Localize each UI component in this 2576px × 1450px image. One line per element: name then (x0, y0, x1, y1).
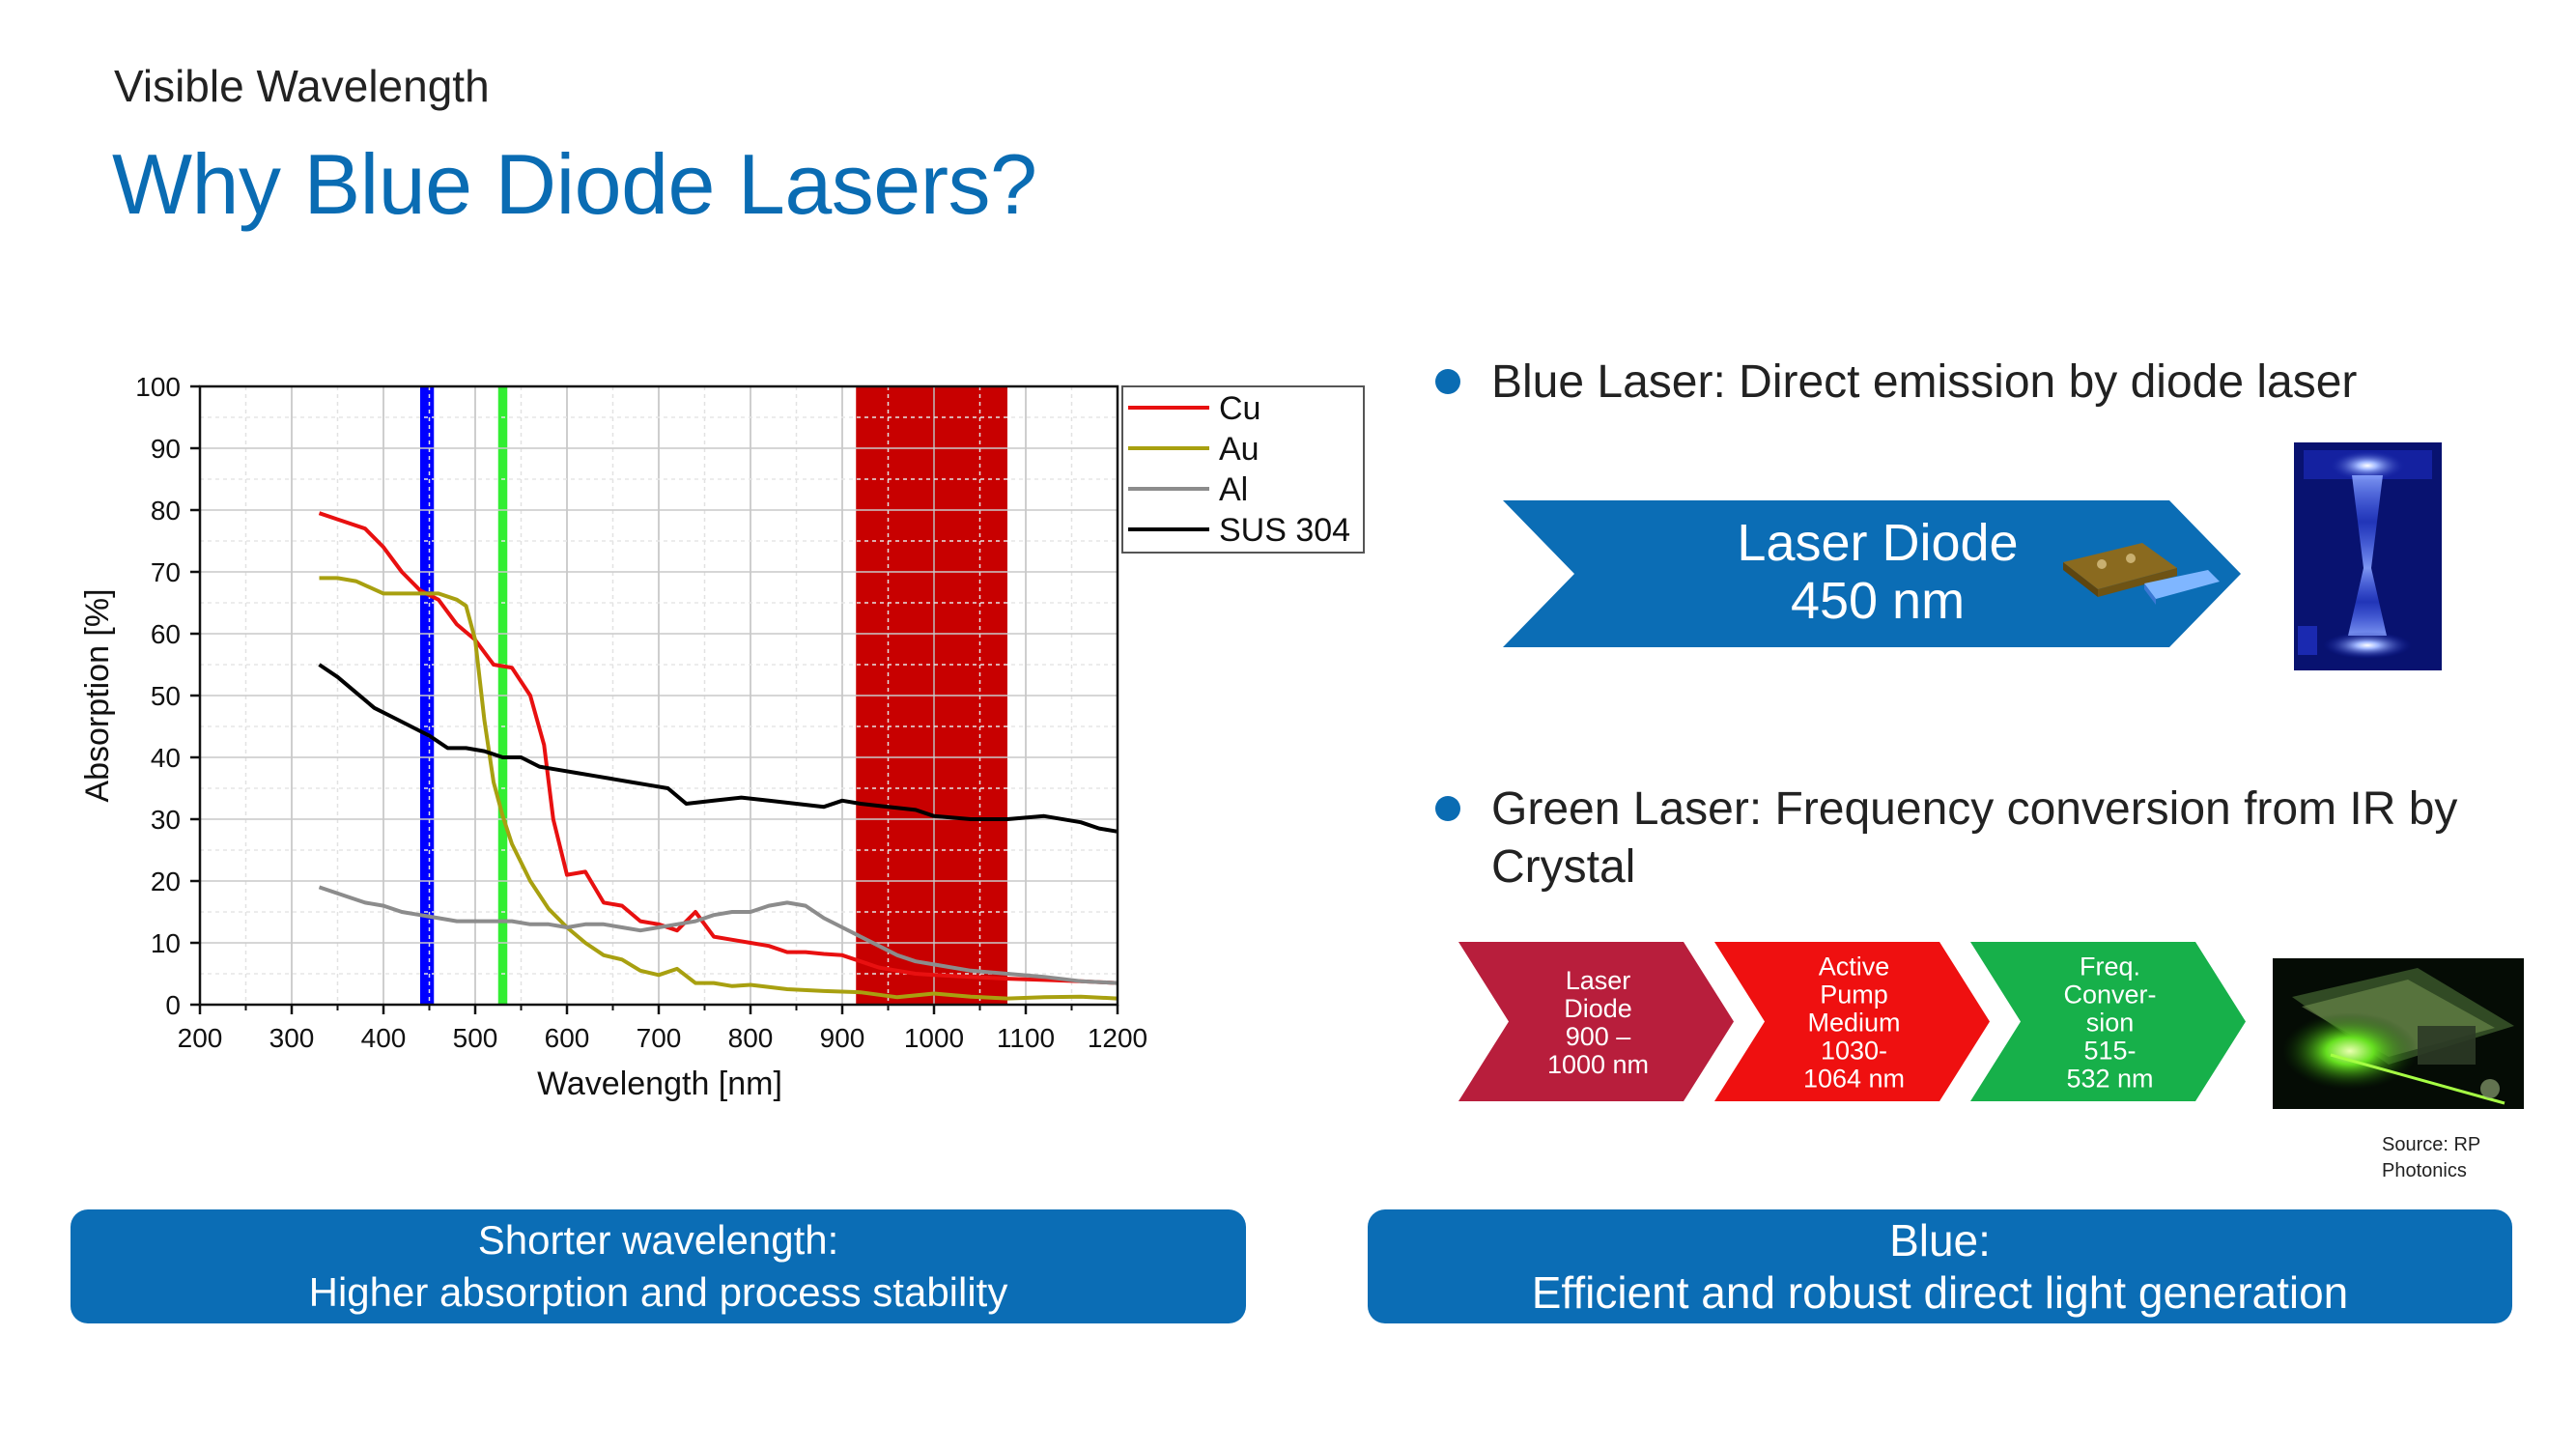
legend-label: Al (1219, 471, 1248, 508)
source-note: Source: RP Photonics (2382, 1132, 2480, 1184)
chain-step-text: sion (2086, 1009, 2135, 1038)
x-tick-label: 800 (728, 1023, 774, 1053)
series-line-au (319, 576, 1118, 1001)
x-tick-label: 400 (361, 1023, 407, 1053)
bullet-dot (1435, 369, 1460, 394)
legend-label: Au (1219, 431, 1260, 468)
series-line-sus-304 (318, 663, 1118, 834)
diode-chip-icon (2063, 543, 2220, 605)
diode-arrow-label: Laser Diode (1737, 514, 2018, 572)
y-tick-label: 90 (151, 434, 181, 464)
laser-diode-arrow: Laser Diode 450 nm (1503, 500, 2241, 647)
banner-line: Higher absorption and process stability (308, 1269, 1008, 1315)
y-tick-label: 10 (151, 928, 181, 958)
diode-arrow-wavelength: 450 nm (1791, 572, 1965, 630)
series-line-al (318, 885, 1118, 985)
x-tick-label: 1200 (1088, 1023, 1147, 1053)
banner-line: Blue: (1889, 1215, 1991, 1265)
x-tick-label: 300 (269, 1023, 315, 1053)
y-tick-label: 60 (151, 619, 181, 649)
chain-step-text: Diode (1564, 994, 1632, 1023)
slide-subtitle: Visible Wavelength (114, 61, 490, 111)
x-tick-label: 500 (453, 1023, 498, 1053)
chain-step-text: Laser (1566, 966, 1631, 995)
x-tick-label: 700 (637, 1023, 682, 1053)
bullet-text: Blue Laser: Direct emission by diode las… (1491, 356, 2358, 408)
legend-label: SUS 304 (1219, 512, 1350, 549)
x-tick-label: 200 (178, 1023, 223, 1053)
y-tick-label: 70 (151, 557, 181, 587)
y-tick-label: 100 (135, 372, 181, 402)
chain-arrow-shape (1970, 942, 2246, 1101)
bullet-green-laser: Green Laser: Frequency conversion from I… (1435, 781, 2527, 896)
chain-step-text: 532 nm (2066, 1065, 2153, 1094)
chart-grid (200, 386, 1118, 1005)
chain-step-text: 900 – (1566, 1022, 1631, 1051)
chain-step-text: 1000 nm (1547, 1050, 1649, 1079)
legend-label: Cu (1219, 390, 1260, 427)
chain-step-text: 515- (2083, 1037, 2136, 1066)
x-tick-label: 1100 (997, 1023, 1055, 1053)
chart-series (318, 511, 1118, 1001)
right-summary-banner: Blue: Efficient and robust direct light … (1368, 1209, 2512, 1323)
y-axis-label: Absorption [%] (79, 588, 116, 802)
chain-step-text: Freq. (2080, 952, 2140, 981)
chain-arrow-shape (1714, 942, 1990, 1101)
bullet-blue-laser: Blue Laser: Direct emission by diode las… (1435, 354, 2546, 412)
blue-laser-photo (2294, 442, 2442, 670)
legend-box (1121, 385, 1365, 554)
bullet-dot (1435, 796, 1460, 821)
x-tick-label: 600 (545, 1023, 590, 1053)
chain-step-text: 1030- (1821, 1037, 1887, 1066)
y-tick-label: 30 (151, 805, 181, 835)
source-note-line: Source: RP (2382, 1134, 2481, 1155)
chain-step-text: 1064 nm (1803, 1065, 1905, 1094)
chart-axes: 200 300 400 500 600 700 800 900 1000 1100 1200 0 10 2… (135, 372, 1147, 1053)
chain-step-text: Medium (1807, 1009, 1900, 1038)
y-tick-label: 40 (151, 743, 181, 773)
arrow-shape (1503, 500, 2241, 647)
y-tick-label: 80 (151, 496, 181, 526)
left-summary-banner: Shorter wavelength: Higher absorption an… (71, 1209, 1246, 1323)
bullet-text: Green Laser: Frequency conversion from I… (1491, 783, 2458, 893)
x-axis-label: Wavelength [nm] (537, 1066, 782, 1102)
x-tick-label: 900 (820, 1023, 865, 1053)
chain-step-text: Active (1819, 952, 1890, 981)
y-tick-label: 20 (151, 867, 181, 896)
banner-line: Shorter wavelength: (477, 1217, 839, 1263)
absorption-chart: 200 300 400 500 600 700 800 900 1000 1100 1200 0 10 2… (79, 372, 1365, 1102)
slide-title: Why Blue Diode Lasers? (112, 136, 1037, 232)
chain-arrow-shape (1458, 942, 1734, 1101)
green-laser-photo (2273, 958, 2524, 1109)
y-tick-label: 50 (151, 681, 181, 711)
banner-line: Efficient and robust direct light genera… (1531, 1267, 2349, 1318)
chain-step-text: Pump (1820, 981, 1888, 1009)
chain-step-text: Conver- (2063, 981, 2156, 1009)
x-tick-label: 1000 (904, 1023, 964, 1053)
y-tick-label: 0 (165, 990, 181, 1020)
source-note-line: Photonics (2382, 1160, 2467, 1181)
